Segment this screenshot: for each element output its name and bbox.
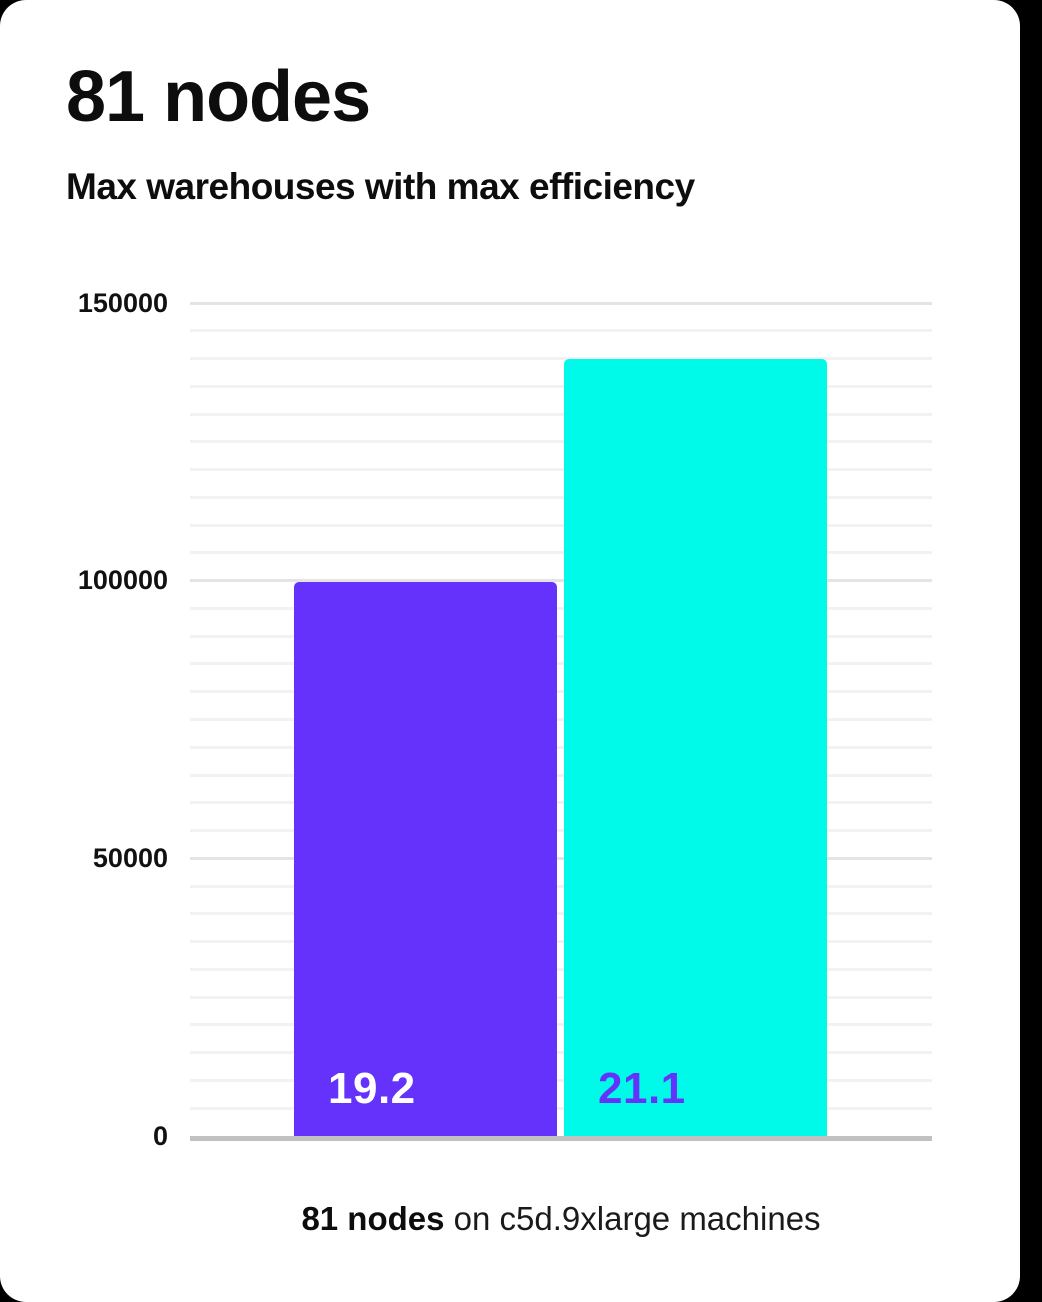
- minor-gridline: [190, 940, 932, 944]
- minor-gridline: [190, 829, 932, 833]
- minor-gridline: [190, 1078, 932, 1082]
- minor-gridline: [190, 995, 932, 999]
- minor-gridline: [190, 606, 932, 610]
- minor-gridline: [190, 523, 932, 527]
- minor-gridline: [190, 718, 932, 721]
- benchmark-card: 81 nodes Max warehouses with max efficie…: [0, 0, 1020, 1302]
- page-title: 81 nodes: [66, 57, 371, 137]
- caption-bold-text: 81 nodes: [301, 1200, 445, 1237]
- major-gridline: [190, 301, 932, 305]
- chart-caption: 81 nodes on c5d.9xlarge machines: [190, 1200, 932, 1238]
- minor-gridline: [190, 773, 932, 777]
- y-axis-tick-label: 0: [152, 1120, 168, 1151]
- minor-gridline: [190, 495, 932, 499]
- chart-bar-21.1: 21.1: [564, 358, 827, 1136]
- y-axis-tick-label: 50000: [92, 842, 168, 873]
- bar-value-label: 19.2: [328, 1063, 416, 1113]
- minor-gridline: [190, 967, 932, 971]
- minor-gridline: [190, 1051, 932, 1055]
- minor-gridline: [190, 884, 932, 888]
- minor-gridline: [190, 1023, 932, 1027]
- caption-regular-text: on c5d.9xlarge machines: [444, 1200, 821, 1237]
- bar-value-label: 21.1: [598, 1063, 686, 1113]
- minor-gridline: [190, 690, 932, 694]
- plot-area: 19.2 21.1: [190, 301, 932, 1141]
- x-axis-line: [190, 1136, 932, 1141]
- minor-gridline: [190, 912, 932, 916]
- minor-gridline: [190, 357, 932, 361]
- major-gridline: [190, 856, 932, 860]
- minor-gridline: [190, 329, 932, 333]
- minor-gridline: [190, 440, 932, 444]
- minor-gridline: [190, 634, 932, 638]
- page-subtitle: Max warehouses with max efficiency: [66, 166, 695, 207]
- y-axis-tick-label: 150000: [77, 287, 168, 318]
- minor-gridline: [190, 662, 932, 666]
- minor-gridline: [190, 384, 932, 388]
- chart-bar-19.2: 19.2: [294, 581, 557, 1136]
- minor-gridline: [190, 412, 932, 416]
- major-gridline: [190, 579, 932, 583]
- minor-gridline: [190, 551, 932, 555]
- bar-chart: 19.2 21.1 0 50000 100000 150000: [0, 289, 1020, 1203]
- minor-gridline: [190, 801, 932, 805]
- minor-gridline: [190, 745, 932, 749]
- minor-gridline: [190, 1106, 932, 1110]
- y-axis-tick-label: 100000: [77, 565, 168, 596]
- minor-gridline: [190, 468, 932, 472]
